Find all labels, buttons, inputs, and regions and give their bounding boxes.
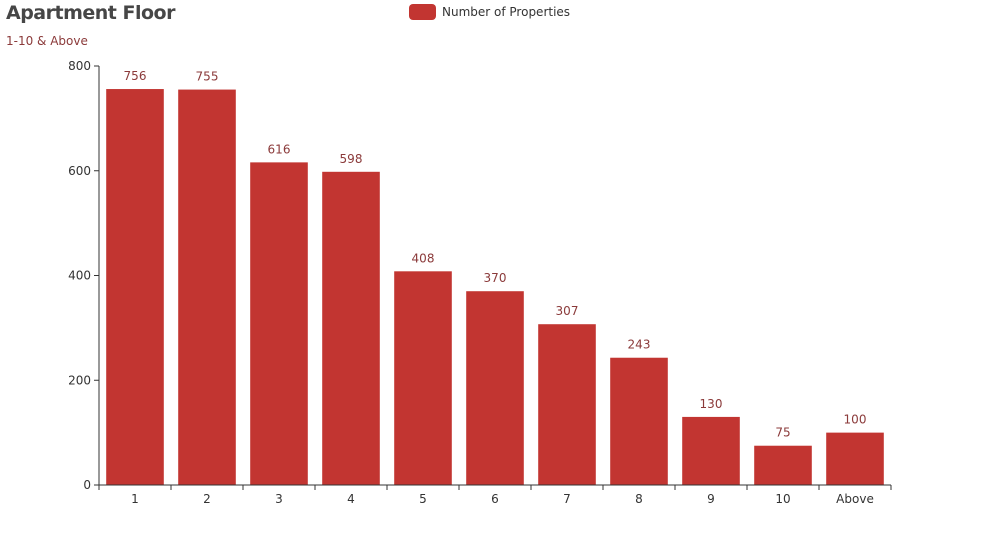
data-label: 598 bbox=[340, 152, 363, 166]
bar[interactable] bbox=[322, 171, 380, 486]
bar[interactable] bbox=[394, 271, 452, 485]
data-label: 100 bbox=[844, 413, 867, 427]
x-tick-label: 3 bbox=[275, 492, 283, 506]
chart-subtitle: 1-10 & Above bbox=[6, 34, 88, 48]
data-label: 370 bbox=[484, 271, 507, 285]
data-label: 755 bbox=[196, 70, 219, 84]
legend-swatch bbox=[409, 4, 436, 20]
data-label: 75 bbox=[775, 426, 790, 440]
bar[interactable] bbox=[178, 89, 236, 485]
bar[interactable] bbox=[106, 89, 164, 486]
data-label: 616 bbox=[268, 142, 291, 156]
x-tick-label: 4 bbox=[347, 492, 355, 506]
data-label: 130 bbox=[700, 397, 723, 411]
x-tick-label: 6 bbox=[491, 492, 499, 506]
x-tick-label: Above bbox=[836, 492, 874, 506]
bar[interactable] bbox=[610, 357, 668, 485]
data-label: 243 bbox=[628, 338, 651, 352]
x-tick-label: 10 bbox=[775, 492, 790, 506]
bar[interactable] bbox=[682, 416, 740, 485]
x-tick-label: 5 bbox=[419, 492, 427, 506]
y-tick-label: 0 bbox=[83, 478, 91, 492]
legend-item[interactable]: Number of Properties bbox=[409, 4, 570, 20]
y-tick-label: 200 bbox=[68, 373, 91, 387]
y-tick-label: 400 bbox=[68, 269, 91, 283]
x-tick-label: 8 bbox=[635, 492, 643, 506]
data-label: 307 bbox=[556, 304, 579, 318]
bar[interactable] bbox=[754, 445, 812, 485]
chart-title: Apartment Floor bbox=[6, 2, 175, 24]
y-tick-label: 800 bbox=[68, 59, 91, 73]
x-tick-label: 7 bbox=[563, 492, 571, 506]
x-tick-label: 1 bbox=[131, 492, 139, 506]
x-tick-label: 2 bbox=[203, 492, 211, 506]
bar[interactable] bbox=[466, 291, 524, 485]
y-tick-label: 600 bbox=[68, 164, 91, 178]
bar[interactable] bbox=[250, 162, 308, 485]
data-label: 756 bbox=[124, 69, 147, 83]
bar[interactable] bbox=[826, 432, 884, 485]
data-label: 408 bbox=[412, 251, 435, 265]
bar[interactable] bbox=[538, 324, 596, 485]
x-tick-label: 9 bbox=[707, 492, 715, 506]
legend-label: Number of Properties bbox=[442, 5, 571, 19]
